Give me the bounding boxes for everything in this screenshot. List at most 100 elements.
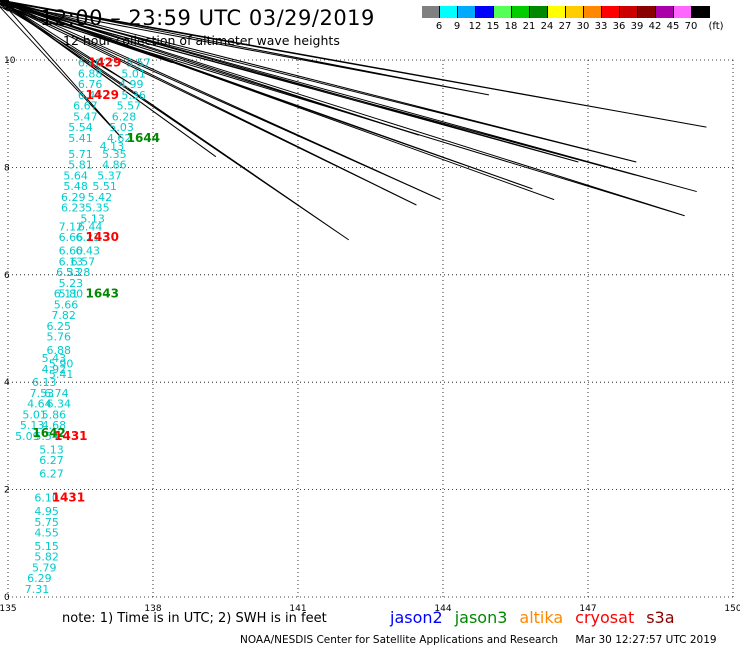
color-scale-label: 36 xyxy=(612,21,626,32)
swh-reading: 6.34 xyxy=(47,398,72,411)
swh-reading: 5.75 xyxy=(34,516,59,529)
color-swatch-36 xyxy=(620,6,638,18)
color-scale-label: 18 xyxy=(504,21,518,32)
swh-reading: 7.82 xyxy=(51,309,76,322)
island-outline xyxy=(0,0,441,201)
lat-tick-label: 0 xyxy=(4,593,10,603)
color-scale-label: 33 xyxy=(594,21,608,32)
swh-reading: 5.71 xyxy=(68,148,93,161)
color-swatch-33 xyxy=(602,6,620,18)
swh-reading: 4.68 xyxy=(42,419,67,432)
swh-reading: 6.10 xyxy=(34,492,59,505)
swh-reading: 6.43 xyxy=(76,245,101,258)
credit-text: NOAA/NESDIS Center for Satellite Applica… xyxy=(240,634,558,646)
color-swatch-39 xyxy=(638,6,656,18)
swh-reading: 7.12 xyxy=(59,220,84,233)
swh-reading: 6.60 xyxy=(59,245,84,258)
swh-reading: 6.27 xyxy=(39,467,64,480)
swh-reading: 5.03 xyxy=(109,121,134,134)
color-swatch-24 xyxy=(548,6,566,18)
lon-tick-label: 150 xyxy=(724,604,740,614)
swh-reading: 6.76 xyxy=(78,78,103,91)
color-swatch-3 xyxy=(422,6,440,18)
swh-reading: 5.57 xyxy=(126,57,151,70)
swh-reading: 4.55 xyxy=(34,527,59,540)
lon-tick-label: 144 xyxy=(434,604,451,614)
swh-reading: 5.57 xyxy=(117,100,142,113)
pass-time-label: 1430 xyxy=(86,230,119,244)
swh-reading: 6.11 xyxy=(54,288,79,301)
swh-reading: 7.31 xyxy=(25,583,50,596)
swh-reading: 5.36 xyxy=(121,89,146,102)
lat-tick-label: 6 xyxy=(4,271,10,281)
pass-time-label: 1644 xyxy=(127,131,160,145)
swh-reading: 4.13 xyxy=(100,140,125,153)
swh-reading: 6.66 xyxy=(59,231,84,244)
color-scale-label: 15 xyxy=(486,21,500,32)
lon-tick-label: 138 xyxy=(144,604,161,614)
swh-reading: 5.13 xyxy=(39,443,64,456)
swh-reading: 5.47 xyxy=(73,110,98,123)
swh-reading: 6.33 xyxy=(56,266,81,279)
footer-credit: NOAA/NESDIS Center for Satellite Applica… xyxy=(240,634,717,646)
color-scale-unit: (ft) xyxy=(708,21,724,32)
swh-reading: 5.15 xyxy=(34,540,59,553)
swh-reading: 5.37 xyxy=(97,169,122,182)
swh-reading: 6.57 xyxy=(71,255,96,268)
color-scale-label: 21 xyxy=(522,21,536,32)
swh-reading: 6.74 xyxy=(44,387,69,400)
color-swatch-30 xyxy=(584,6,602,18)
swh-reading: 5.35 xyxy=(85,202,110,215)
color-swatch-27 xyxy=(566,6,584,18)
swh-reading: 5.28 xyxy=(66,266,91,279)
swh-reading: 6.88 xyxy=(47,344,72,357)
swh-reading: 5.54 xyxy=(34,430,59,443)
swh-reading: 4.86 xyxy=(102,159,127,172)
swh-reading: 5.41 xyxy=(49,368,74,381)
color-swatch-9 xyxy=(458,6,476,18)
color-scale-label: 42 xyxy=(648,21,662,32)
swh-reading: 5.79 xyxy=(32,561,57,574)
swh-reading: 5.35 xyxy=(102,148,127,161)
swh-reading: 6.44 xyxy=(78,220,103,233)
lon-tick-label: 135 xyxy=(0,604,17,614)
color-swatch-21 xyxy=(530,6,548,18)
swh-reading: 5.13 xyxy=(80,212,105,225)
swh-reading: 4.64 xyxy=(27,398,52,411)
color-scale-label: 39 xyxy=(630,21,644,32)
color-scale-label: 27 xyxy=(558,21,572,32)
lat-tick-label: 2 xyxy=(4,486,10,496)
legend-jason2: jason2 xyxy=(390,608,443,627)
swh-reading: 5.42 xyxy=(88,191,113,204)
footer-note: note: 1) Time is in UTC; 2) SWH is in fe… xyxy=(62,611,327,626)
color-scale-label: 6 xyxy=(435,21,443,32)
swh-reading: 6.29 xyxy=(61,191,86,204)
swh-reading: 5.13 xyxy=(20,419,45,432)
legend-s3a: s3a xyxy=(646,608,675,627)
swh-reading: 6.13 xyxy=(59,255,84,268)
color-swatch-15 xyxy=(494,6,512,18)
lat-tick-label: 10 xyxy=(4,56,16,66)
color-scale-label: 45 xyxy=(666,21,680,32)
color-swatch-70 xyxy=(692,6,710,18)
swh-reading: 5.86 xyxy=(42,408,67,421)
pass-time-label: 1431 xyxy=(52,491,85,505)
color-swatch-42 xyxy=(656,6,674,18)
swh-reading: 6.44 xyxy=(78,89,103,102)
swh-reading: 5.80 xyxy=(59,288,84,301)
swh-reading: 4.92 xyxy=(42,363,67,376)
lon-tick-label: 147 xyxy=(579,604,596,614)
satellite-legend: jason2 jason3 altika cryosat s3a xyxy=(390,608,687,627)
swh-reading: 4.99 xyxy=(119,78,144,91)
pass-time-label: 1429 xyxy=(88,56,121,70)
swh-reading: 6.21 xyxy=(76,231,101,244)
color-scale-label: 9 xyxy=(453,21,461,32)
swh-reading: 5.82 xyxy=(34,551,59,564)
swh-reading: 5.23 xyxy=(59,277,84,290)
color-scale-label: 12 xyxy=(468,21,482,32)
swh-reading: 6.23 xyxy=(61,202,86,215)
swh-reading: 5.90 xyxy=(49,357,74,370)
swh-reading: 5.51 xyxy=(92,180,117,193)
swh-reading: 5.01 xyxy=(22,408,47,421)
